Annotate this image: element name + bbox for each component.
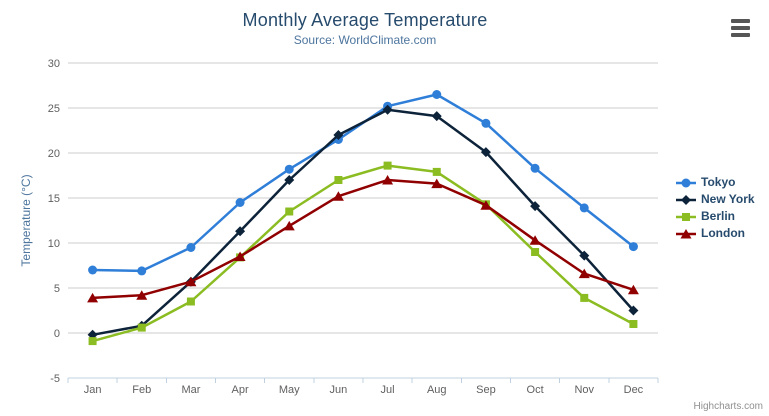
data-point-london-dec[interactable] — [627, 284, 639, 295]
data-point-new-york-jun[interactable] — [333, 130, 344, 140]
data-point-tokyo-sep[interactable] — [481, 118, 491, 128]
data-point-tokyo-may[interactable] — [284, 164, 294, 174]
data-point-berlin-feb[interactable] — [137, 323, 146, 332]
legend-item-london[interactable]: London — [676, 227, 755, 240]
data-point-tokyo-aug[interactable] — [432, 90, 442, 99]
data-point-berlin-jul[interactable] — [383, 161, 392, 170]
hamburger-icon — [731, 26, 750, 30]
data-point-london-sep[interactable] — [480, 200, 492, 210]
y-axis-tick-label: 25 — [48, 103, 60, 115]
legend-item-label: Tokyo — [701, 175, 736, 189]
x-axis-tick-label: Aug — [427, 384, 447, 396]
x-axis — [67, 377, 659, 383]
data-point-london-nov[interactable] — [578, 268, 590, 279]
credits-link[interactable]: Highcharts.com — [693, 401, 763, 412]
legend-item-new-york[interactable]: New York — [676, 193, 755, 206]
x-axis-tick-label: Mar — [181, 384, 200, 396]
data-point-new-york-jul[interactable] — [382, 104, 393, 115]
data-point-new-york-dec[interactable] — [628, 305, 639, 316]
data-point-london-mar[interactable] — [185, 276, 197, 287]
data-point-london-apr[interactable] — [234, 251, 246, 262]
x-axis-tick-label: Feb — [132, 384, 151, 396]
data-point-tokyo-apr[interactable] — [235, 198, 245, 207]
y-axis-tick-label: 20 — [48, 148, 60, 160]
legend-item-tokyo[interactable]: Tokyo — [676, 176, 755, 189]
data-point-tokyo-feb[interactable] — [137, 266, 147, 276]
x-axis-tick-label: Apr — [232, 384, 249, 396]
x-axis-tick-label: Sep — [476, 384, 496, 396]
data-point-berlin-mar[interactable] — [186, 297, 195, 306]
data-point-tokyo-dec[interactable] — [628, 242, 638, 252]
hamburger-icon — [731, 33, 750, 37]
square-series-marker-icon — [676, 212, 696, 221]
legend: Tokyo New York Berlin London — [676, 176, 755, 240]
chart-subtitle: Source: WorldClimate.com — [293, 33, 437, 47]
data-point-new-york-nov[interactable] — [579, 250, 590, 261]
legend-item-berlin[interactable]: Berlin — [676, 210, 755, 223]
y-axis-labels: -5 0 5 10 15 20 25 30 — [48, 58, 60, 385]
data-point-london-may[interactable] — [283, 220, 295, 231]
y-axis-tick-label: -5 — [50, 373, 60, 385]
y-axis-tick-label: 0 — [54, 328, 60, 340]
data-point-new-york-sep[interactable] — [480, 147, 491, 158]
series-new-york[interactable] — [87, 104, 639, 340]
x-axis-tick-label: May — [279, 384, 300, 396]
data-point-berlin-dec[interactable] — [629, 320, 638, 328]
series-tokyo[interactable] — [88, 90, 638, 276]
data-point-new-york-aug[interactable] — [431, 111, 442, 122]
x-axis-tick-label: Jul — [381, 384, 395, 396]
y-axis-tick-label: 10 — [48, 238, 60, 250]
data-point-tokyo-mar[interactable] — [186, 243, 196, 252]
data-point-london-aug[interactable] — [431, 178, 443, 189]
data-point-london-oct[interactable] — [529, 235, 541, 245]
data-point-new-york-may[interactable] — [284, 175, 295, 185]
data-point-berlin-jun[interactable] — [334, 176, 343, 184]
x-axis-tick-label: Jan — [84, 384, 102, 396]
y-axis-tick-label: 5 — [54, 283, 60, 295]
data-point-london-feb[interactable] — [136, 290, 148, 300]
data-point-london-jun[interactable] — [332, 191, 344, 201]
data-point-berlin-aug[interactable] — [432, 167, 441, 176]
y-axis-tick-label: 30 — [48, 58, 60, 70]
data-point-berlin-nov[interactable] — [580, 293, 589, 302]
hamburger-icon — [731, 19, 750, 23]
x-axis-tick-label: Jun — [330, 384, 348, 396]
series-london[interactable] — [87, 175, 639, 303]
data-point-new-york-oct[interactable] — [530, 201, 541, 212]
data-point-berlin-may[interactable] — [285, 207, 294, 216]
legend-item-label: Berlin — [701, 209, 736, 223]
data-point-tokyo-nov[interactable] — [579, 203, 589, 213]
legend-item-label: London — [701, 226, 745, 240]
context-menu-button[interactable] — [731, 19, 751, 37]
data-point-tokyo-oct[interactable] — [530, 163, 540, 173]
data-point-new-york-apr[interactable] — [235, 226, 246, 237]
data-point-london-jan[interactable] — [87, 292, 99, 303]
triangle-series-marker-icon — [676, 228, 696, 238]
x-axis-tick-label: Oct — [527, 384, 544, 396]
data-point-berlin-oct[interactable] — [531, 248, 540, 256]
gridlines — [68, 62, 658, 379]
x-axis-tick-label: Dec — [624, 384, 644, 396]
legend-item-label: New York — [701, 192, 755, 206]
data-point-london-jul[interactable] — [382, 175, 394, 185]
y-axis-title: Temperature (°C) — [19, 174, 33, 266]
y-axis-tick-label: 15 — [48, 193, 60, 205]
x-axis-labels: Jan Feb Mar Apr May Jun Jul Aug Sep Oct Nov Dec — [84, 384, 644, 396]
x-axis-tick-label: Nov — [574, 384, 594, 396]
data-point-tokyo-jan[interactable] — [88, 265, 98, 275]
diamond-series-marker-icon — [676, 194, 696, 205]
chart-title: Monthly Average Temperature — [242, 10, 488, 30]
data-point-berlin-jan[interactable] — [88, 337, 97, 346]
circle-series-marker-icon — [676, 178, 696, 187]
